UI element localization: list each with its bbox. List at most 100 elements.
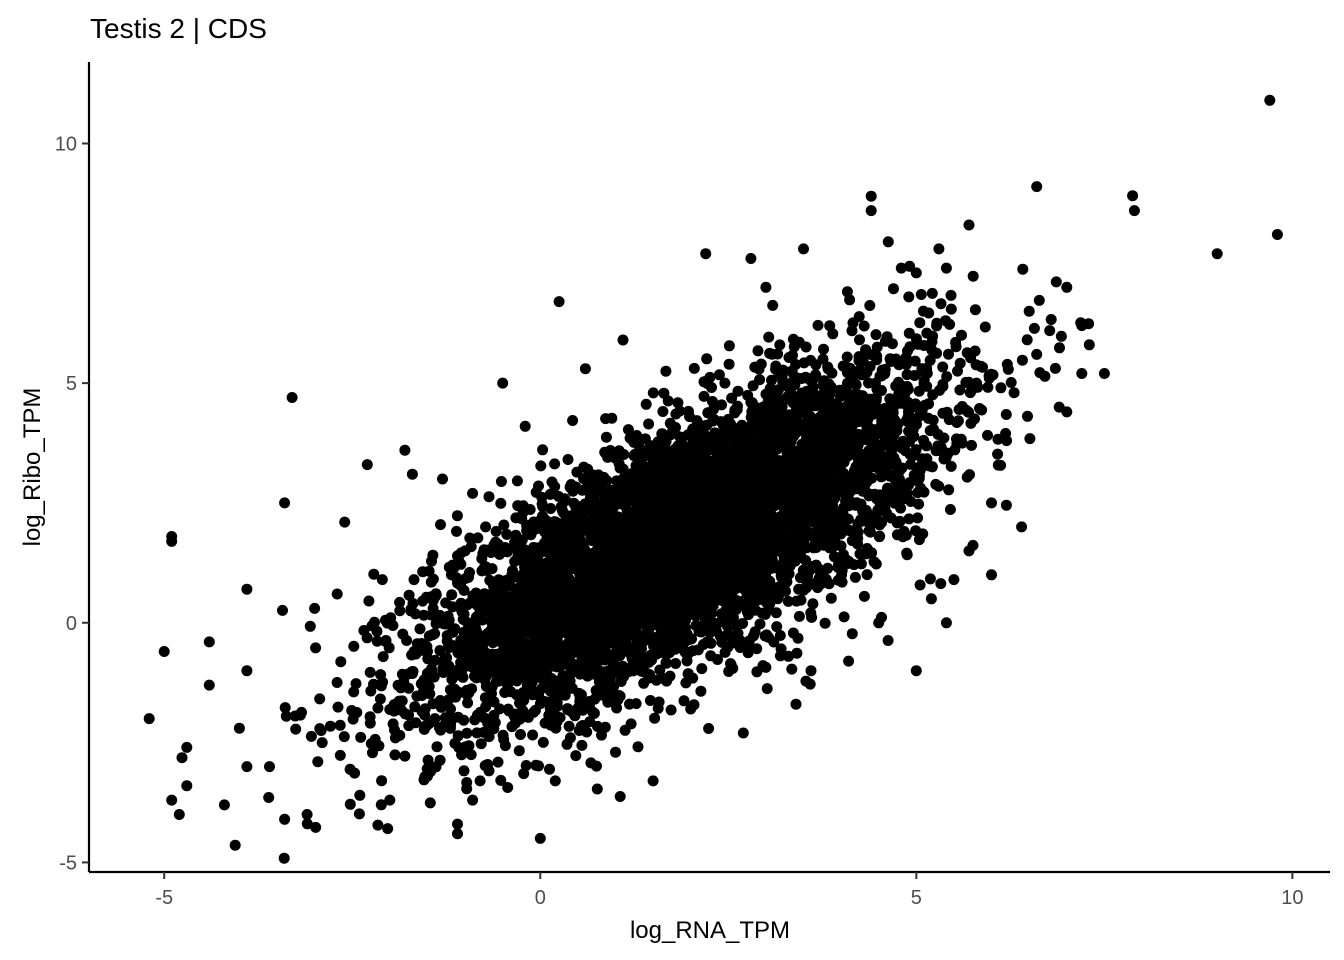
data-point (338, 731, 350, 743)
data-point (403, 709, 415, 721)
data-point (928, 423, 939, 435)
data-point (567, 415, 579, 426)
data-point (310, 821, 322, 833)
data-point (682, 668, 694, 680)
data-point (409, 701, 421, 713)
data-point (838, 611, 850, 623)
data-point (801, 580, 812, 592)
data-point (882, 236, 894, 248)
data-point (955, 433, 967, 445)
data-point (657, 406, 669, 417)
data-point (465, 749, 477, 761)
data-point (992, 448, 1004, 460)
data-point (832, 574, 844, 586)
data-point (707, 396, 718, 407)
data-point (517, 500, 529, 512)
data-point (810, 359, 822, 371)
data-point (411, 690, 423, 702)
data-point (446, 589, 458, 601)
data-point (1054, 342, 1065, 354)
data-point (723, 340, 735, 352)
data-point (665, 704, 677, 716)
data-point (923, 398, 935, 410)
data-point (452, 730, 464, 742)
data-point (837, 549, 849, 560)
data-point (895, 502, 907, 514)
data-point (628, 450, 640, 462)
data-point (979, 321, 991, 333)
data-point (732, 385, 744, 397)
data-point (944, 318, 956, 330)
data-point (767, 299, 779, 311)
data-point (826, 446, 838, 458)
data-point (924, 573, 936, 585)
data-point (590, 508, 602, 520)
data-point (507, 567, 519, 579)
data-point (746, 397, 758, 409)
data-point (786, 663, 798, 675)
data-point (461, 777, 473, 788)
data-point (849, 571, 861, 583)
data-point (924, 460, 935, 472)
data-point (397, 628, 409, 640)
data-point (732, 627, 744, 639)
data-point (931, 317, 943, 329)
data-point (471, 727, 483, 739)
data-point (535, 460, 547, 472)
data-point (373, 740, 385, 752)
data-point (488, 605, 499, 617)
data-point (982, 381, 994, 393)
data-point (647, 387, 659, 399)
data-point (800, 341, 812, 353)
data-point (614, 791, 626, 802)
data-point (846, 628, 858, 640)
data-point (737, 618, 749, 629)
data-point (618, 671, 630, 683)
data-point (818, 343, 829, 355)
data-point (290, 723, 302, 735)
data-point (919, 438, 931, 450)
data-point (278, 852, 290, 864)
data-point (349, 767, 361, 779)
data-point (960, 376, 972, 388)
data-point (723, 358, 735, 370)
data-point (305, 730, 317, 742)
data-point (819, 617, 831, 629)
points-layer (143, 94, 1283, 864)
data-point (680, 677, 692, 689)
data-point (361, 632, 373, 644)
data-point (915, 482, 927, 494)
data-point (346, 705, 358, 716)
data-point (347, 713, 359, 725)
data-point (493, 675, 505, 687)
data-point (480, 701, 492, 713)
data-point (965, 417, 977, 429)
data-point (787, 333, 799, 345)
data-point (576, 739, 588, 751)
data-point (394, 605, 406, 617)
data-point (901, 547, 913, 559)
data-point (941, 371, 953, 383)
data-point (752, 345, 764, 357)
data-point (704, 371, 716, 383)
data-point (301, 818, 313, 830)
data-point (557, 506, 569, 518)
data-point (562, 454, 574, 465)
data-point (542, 670, 554, 682)
data-point (927, 330, 939, 342)
data-point (348, 640, 360, 652)
data-point (451, 510, 463, 522)
data-point (854, 334, 865, 346)
data-point (502, 782, 514, 793)
data-point (389, 749, 401, 761)
data-point (885, 512, 897, 524)
data-point (776, 372, 788, 384)
data-point (658, 387, 670, 399)
data-point (567, 510, 579, 522)
data-point (624, 432, 636, 444)
data-point (581, 482, 593, 494)
data-point (472, 532, 484, 544)
data-point (428, 671, 440, 683)
data-point (334, 719, 346, 731)
data-point (563, 720, 575, 732)
